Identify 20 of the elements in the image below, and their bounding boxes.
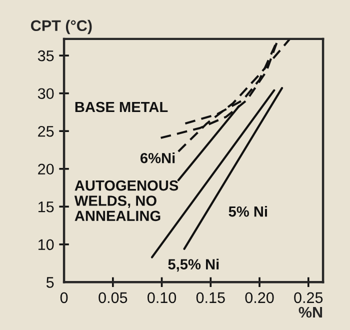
x-tick-label: 0.05 [98,292,128,304]
series-label: 5% Ni [228,206,267,217]
x-axis-title: %N [298,306,322,318]
y-tick-label: 5 [46,277,54,288]
y-tick-label: 15 [38,202,54,212]
y-tick-label: 30 [38,88,54,100]
y-tick-label: 25 [38,126,54,137]
series-label: 6%Ni [140,152,175,164]
annotation: BASE METAL [75,102,168,112]
annotation: AUTOGENOUS WELDS, NO ANNEALING [74,180,178,222]
y-tick-label: 20 [38,164,54,175]
x-tick-label: 0.15 [196,292,225,304]
series-label: 5,5% Ni [168,258,219,272]
y-tick-label: 35 [38,50,54,62]
x-tick-label: 0.10 [148,292,176,304]
x-tick-label: 0.25 [294,292,323,304]
y-tick-label: 10 [38,239,54,250]
x-tick-label: 0 [60,292,68,304]
x-tick-label: 0.20 [245,292,274,304]
y-axis-title: CPT (°C) [31,20,92,34]
